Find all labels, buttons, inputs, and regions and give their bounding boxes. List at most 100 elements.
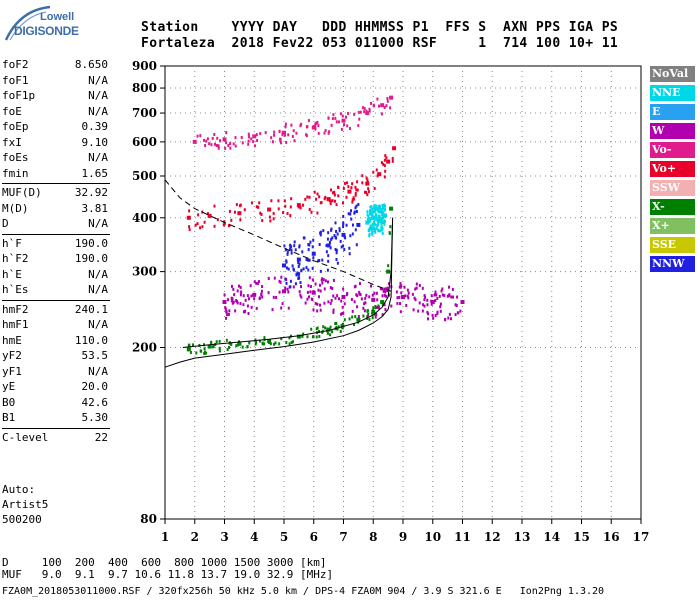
echo-mark [396, 296, 399, 300]
data-point [222, 300, 227, 305]
echo-mark [215, 143, 218, 147]
echo-mark [264, 131, 267, 135]
echo-mark [192, 343, 195, 347]
echo-mark [383, 164, 386, 168]
echo-mark [273, 276, 276, 280]
echo-mark [297, 261, 300, 265]
echo-mark [239, 285, 242, 289]
echo-mark [333, 234, 336, 238]
param-row: h`E N/A [2, 268, 108, 282]
echo-mark [331, 287, 334, 291]
echo-mark [247, 297, 250, 301]
echo-mark [314, 282, 317, 286]
echo-mark [324, 129, 327, 133]
echo-mark [336, 261, 339, 265]
echo-mark [258, 201, 261, 205]
echo-mark [335, 325, 338, 329]
param-value: 5.30 [81, 411, 109, 424]
echo-mark [375, 226, 378, 230]
echo-mark [273, 342, 276, 346]
echo-mark [225, 338, 228, 342]
echo-mark [252, 140, 255, 144]
echo-mark [225, 316, 228, 320]
echo-mark [247, 132, 250, 136]
echo-mark [330, 123, 333, 127]
echo-mark [366, 316, 369, 320]
param-name: h`F [2, 236, 22, 250]
echo-mark [237, 284, 240, 288]
echo-mark [334, 321, 337, 325]
y-tick-label: 800 [132, 81, 157, 95]
echo-mark [361, 174, 364, 178]
echo-mark [228, 209, 231, 213]
model-curve [182, 217, 394, 348]
echo-mark [217, 144, 220, 148]
echo-mark [329, 246, 332, 250]
echo-mark [307, 268, 310, 272]
echo-mark [391, 156, 394, 160]
echo-mark [451, 287, 454, 291]
echo-mark [433, 293, 436, 297]
x-tick-label: 16 [603, 530, 620, 544]
echo-mark [347, 185, 350, 189]
echo-mark [284, 133, 287, 137]
echo-mark [385, 156, 388, 160]
echo-mark [242, 303, 245, 307]
echo-mark [249, 284, 252, 288]
x-tick-label: 2 [191, 530, 199, 544]
echo-mark [374, 223, 377, 227]
echo-mark [307, 119, 310, 123]
echo-mark [441, 293, 444, 297]
echo-mark [230, 284, 233, 288]
echo-mark [438, 294, 441, 298]
data-point [282, 130, 286, 135]
echo-mark [354, 206, 357, 210]
echo-mark [287, 290, 290, 294]
echo-mark [375, 312, 378, 316]
data-point [341, 294, 346, 299]
echo-mark [261, 295, 264, 299]
echo-mark [343, 123, 346, 127]
echo-mark [254, 342, 257, 346]
echo-mark [356, 180, 359, 184]
echo-mark [376, 224, 379, 228]
echo-mark [351, 198, 354, 202]
param-row: h`Es N/A [2, 283, 108, 297]
echo-mark [365, 293, 368, 297]
param-value: 53.5 [81, 349, 109, 362]
echo-mark [216, 218, 219, 222]
echo-mark [307, 243, 310, 247]
echo-mark [373, 226, 376, 230]
echo-mark [383, 303, 386, 307]
echo-mark [369, 224, 372, 228]
x-tick-label: 7 [339, 530, 347, 544]
echo-mark [427, 317, 430, 321]
echo-mark [367, 187, 370, 191]
data-point [365, 181, 370, 186]
echo-mark [373, 218, 376, 222]
echo-mark [196, 222, 199, 226]
data-point [377, 172, 382, 177]
echo-mark [223, 293, 226, 297]
echo-mark [297, 277, 300, 281]
code-label: 500200 [2, 513, 42, 526]
echo-mark [399, 285, 402, 289]
logo-text-lowell: Lowell [40, 11, 75, 23]
echo-mark [267, 276, 270, 280]
echo-mark [373, 222, 376, 226]
echo-mark [335, 203, 338, 207]
echo-mark [293, 240, 296, 244]
legend-item-vo: Vo+ [650, 161, 695, 177]
echo-mark [399, 302, 402, 306]
x-tick-label: 9 [399, 530, 407, 544]
echo-mark [302, 332, 305, 336]
echo-mark [272, 295, 275, 299]
legend-item-vo: Vo- [650, 142, 695, 158]
echo-mark [293, 244, 296, 248]
echo-mark [310, 297, 313, 301]
param-name: fmin [2, 166, 29, 180]
echo-mark [381, 221, 384, 225]
echo-mark [355, 204, 358, 208]
echo-mark [327, 300, 330, 304]
echo-mark [247, 139, 250, 143]
